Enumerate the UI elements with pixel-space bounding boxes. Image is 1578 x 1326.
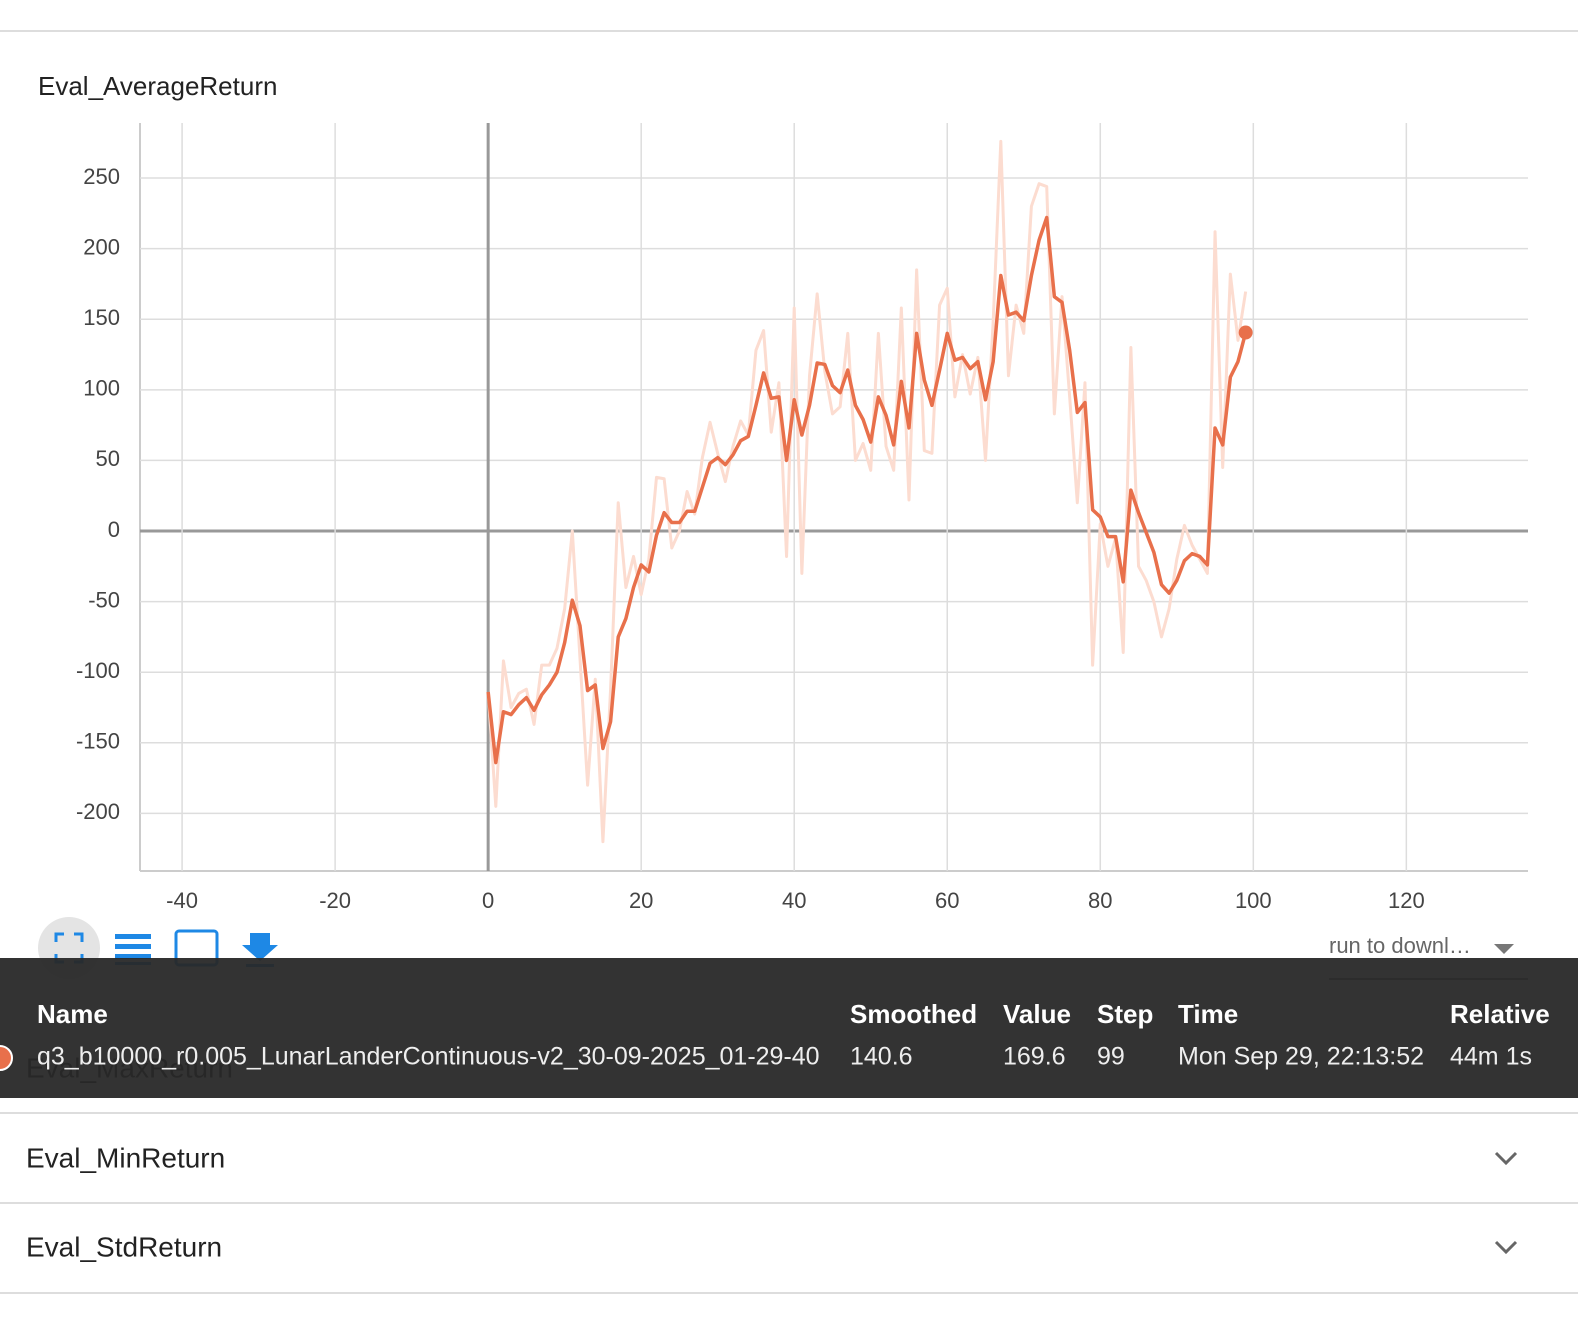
y-tick-label: -50 bbox=[88, 587, 120, 612]
x-tick-label: -20 bbox=[319, 888, 351, 913]
series-line bbox=[486, 139, 1248, 844]
column-header: Name bbox=[37, 999, 108, 1029]
column-header: Value bbox=[1003, 999, 1071, 1029]
y-tick-label: -200 bbox=[76, 799, 120, 824]
y-tick-label: 0 bbox=[108, 517, 120, 542]
y-tick-label: 100 bbox=[83, 376, 120, 401]
fullscreen-icon bbox=[54, 932, 84, 964]
chevron[interactable] bbox=[1494, 1151, 1518, 1166]
time: Mon Sep 29, 22:13:52 bbox=[1178, 1043, 1424, 1071]
dropdown-arrow bbox=[1494, 944, 1514, 954]
x-tick-label: 80 bbox=[1088, 888, 1112, 913]
y-tick-label: 150 bbox=[83, 305, 120, 330]
x-tick-label: 100 bbox=[1235, 888, 1272, 913]
section-title[interactable]: Eval_MinReturn bbox=[26, 1142, 225, 1173]
section-title[interactable]: Eval_StdReturn bbox=[26, 1231, 222, 1262]
chevron[interactable] bbox=[1494, 1240, 1518, 1255]
y-tick-label: -150 bbox=[76, 729, 120, 754]
x-tick-label: 40 bbox=[782, 888, 806, 913]
x-tick-label: 20 bbox=[629, 888, 653, 913]
raw-value: 169.6 bbox=[1003, 1043, 1066, 1071]
y-tick-label: 250 bbox=[83, 164, 120, 189]
column-header: Time bbox=[1178, 999, 1238, 1029]
column-header: Smoothed bbox=[850, 999, 977, 1029]
tooltip-panel bbox=[0, 958, 1578, 1098]
relative: 44m 1s bbox=[1450, 1043, 1532, 1071]
column-header: Step bbox=[1097, 999, 1153, 1029]
last-point bbox=[1238, 325, 1253, 340]
y-tick-label: 50 bbox=[96, 446, 120, 471]
series-line bbox=[486, 215, 1248, 765]
run-name: q3_b10000_r0.005_LunarLanderContinuous-v… bbox=[37, 1043, 820, 1071]
smoothed-value: 140.6 bbox=[850, 1043, 913, 1071]
column-header: Relative bbox=[1450, 999, 1550, 1029]
y-tick-label: -100 bbox=[76, 658, 120, 683]
x-tick-label: 60 bbox=[935, 888, 959, 913]
download-button[interactable] bbox=[242, 933, 278, 967]
chart-title: Eval_AverageReturn bbox=[38, 71, 277, 101]
x-tick-label: 0 bbox=[482, 888, 494, 913]
x-tick-label: -40 bbox=[166, 888, 198, 913]
step: 99 bbox=[1097, 1043, 1125, 1071]
y-tick-label: 200 bbox=[83, 234, 120, 259]
run-color bbox=[0, 1045, 13, 1071]
dropdown[interactable]: run to downl… bbox=[1329, 933, 1471, 958]
x-tick-label: 120 bbox=[1388, 888, 1425, 913]
